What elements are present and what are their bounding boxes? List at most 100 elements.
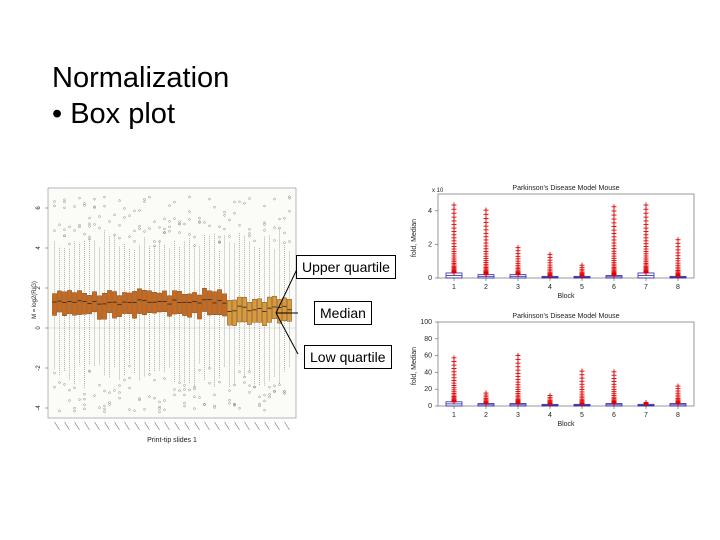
outlier [128, 376, 131, 380]
x-tick-label: 3 [516, 412, 520, 419]
outlier [263, 204, 266, 208]
outlier [243, 381, 246, 384]
box [87, 295, 92, 315]
chart-title: Parkinson's Disease Model Mouse [512, 313, 619, 320]
x-tick-label-mark [84, 421, 90, 431]
y-tick-label: 0 [36, 326, 42, 330]
outlier [173, 217, 176, 220]
box [112, 291, 117, 319]
x-tick-label-mark [124, 421, 130, 431]
outlier [128, 364, 131, 368]
x-tick-label: 4 [548, 284, 552, 291]
outlier [153, 220, 156, 223]
box [102, 293, 107, 320]
x-tick-label: 7 [644, 412, 648, 419]
x-tick-label-mark [114, 421, 120, 431]
box [77, 290, 82, 315]
outlier [228, 402, 231, 405]
y-axis-label: fold, Median [411, 347, 418, 385]
outlier [73, 409, 76, 413]
outlier [263, 223, 266, 226]
outlier [233, 212, 236, 215]
outlier [168, 204, 171, 207]
outlier [173, 388, 176, 391]
outlier [53, 385, 56, 389]
x-tick-label-mark [194, 421, 200, 431]
outlier [133, 240, 136, 243]
outlier [103, 404, 106, 408]
box [172, 290, 177, 315]
outlier [268, 395, 271, 399]
outlier [253, 385, 256, 389]
outlier [243, 375, 246, 379]
box [157, 292, 162, 313]
outlier [168, 220, 171, 223]
outlier [283, 241, 286, 244]
box [107, 290, 112, 313]
outlier [273, 390, 276, 393]
box [282, 297, 287, 322]
outlier [143, 198, 146, 201]
outlier [128, 235, 131, 238]
outlier [213, 406, 216, 409]
y-tick-label: 40 [424, 369, 432, 376]
x-tick-label-mark [234, 421, 240, 431]
outlier [163, 231, 166, 234]
y-tick-label: 80 [424, 336, 432, 343]
outlier [88, 216, 91, 220]
outlier [128, 408, 131, 411]
chart-title: Parkinson's Disease Model Mouse [512, 185, 619, 192]
y-tick-label: 0 [428, 275, 432, 282]
outlier [158, 410, 161, 413]
x-tick-label-mark [264, 421, 270, 431]
outlier [188, 210, 191, 213]
outlier [103, 195, 106, 199]
plot-frame [437, 193, 695, 279]
y-tick-label: -2 [36, 365, 42, 371]
box [52, 293, 57, 316]
arrow-low [275, 312, 299, 355]
outlier [213, 393, 216, 397]
outlier [248, 384, 251, 387]
outlier [158, 407, 161, 410]
outlier [108, 220, 111, 223]
outlier [113, 389, 116, 392]
outlier [228, 218, 231, 222]
outlier [68, 388, 71, 392]
x-tick-label: 3 [516, 284, 520, 291]
outlier [118, 391, 121, 394]
outlier [108, 401, 111, 404]
outlier [53, 229, 56, 232]
outlier [288, 240, 291, 243]
outlier [108, 391, 111, 394]
outlier [163, 377, 166, 380]
x-tick-label: 8 [676, 284, 680, 291]
outlier [103, 389, 106, 393]
box [127, 292, 132, 315]
box [277, 299, 282, 324]
outlier [158, 240, 161, 243]
box [257, 298, 262, 323]
outlier [103, 407, 106, 411]
outlier [88, 369, 91, 373]
box [227, 299, 232, 326]
outlier [248, 197, 251, 200]
outlier [173, 200, 176, 204]
outlier [243, 202, 246, 205]
outlier [178, 220, 181, 223]
outlier [163, 408, 166, 411]
outlier [278, 383, 281, 386]
box [122, 292, 127, 314]
box [232, 299, 237, 326]
outlier [253, 239, 256, 243]
outlier [63, 383, 66, 386]
outlier [153, 244, 156, 248]
outlier [153, 378, 156, 382]
y-multiplier: x 10 [432, 188, 444, 194]
y-axis-label: fold, Median [411, 219, 418, 257]
outlier [98, 215, 101, 218]
y-tick-label: 0 [428, 403, 432, 410]
callout-arrows [275, 266, 299, 355]
outlier [128, 214, 131, 217]
outlier [183, 222, 186, 226]
